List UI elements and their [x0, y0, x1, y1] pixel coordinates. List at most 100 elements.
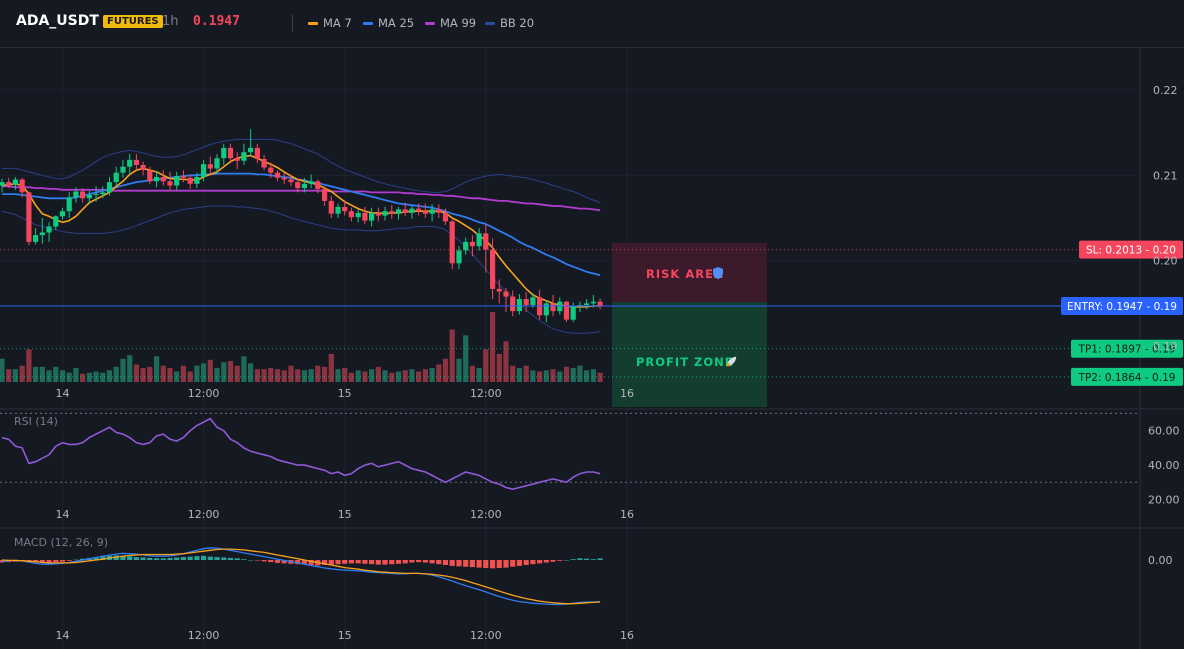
legend-ma7[interactable]: MA 7: [308, 16, 352, 30]
candle: [436, 204, 442, 218]
candle: [496, 279, 502, 304]
candle-body: [160, 177, 166, 182]
time-tick-label: 12:00: [188, 508, 220, 521]
candle-body: [187, 177, 193, 184]
tp-price-label: TP1: 0.1897 - 0.19: [1078, 344, 1176, 356]
candle-body: [207, 164, 213, 169]
volume-bar: [476, 368, 482, 382]
candle-body: [73, 191, 79, 198]
axes: 0.22 0.21 0.20 0.19 14 12:00 15 12:00 16 14 12:00 1…: [56, 84, 1178, 642]
candle: [6, 177, 12, 189]
volume-bar: [375, 366, 381, 382]
candle-body: [469, 241, 475, 247]
legend-ma25-label: MA 25: [378, 16, 415, 30]
volume-bar: [557, 371, 563, 382]
rsi-tick-label: 60.00: [1148, 425, 1180, 438]
candle: [160, 170, 166, 186]
trading-chart[interactable]: SL: 0.2013 - 0.20 ENTRY: 0.1947 - 0.19 TP1…: [0, 48, 1184, 649]
candle: [490, 238, 496, 300]
candle: [456, 246, 462, 270]
macd-histogram-bar: [463, 560, 469, 567]
candle: [274, 170, 281, 182]
time-tick-label: 14: [56, 387, 70, 400]
candle: [308, 174, 314, 189]
macd-histogram-bar: [597, 558, 603, 560]
candle: [214, 153, 220, 175]
candle: [106, 177, 113, 196]
volume-bar: [355, 370, 361, 382]
candle: [449, 219, 455, 270]
volume-bar: [19, 365, 25, 382]
candle-body: [530, 297, 536, 306]
candle: [180, 170, 186, 183]
rsi-tick-label: 40.00: [1148, 459, 1180, 472]
candle: [268, 162, 274, 178]
candle: [227, 143, 234, 164]
volume-bar: [194, 365, 200, 382]
macd-histogram-bar: [268, 560, 274, 563]
profit-zone-label: PROFIT ZONE: [636, 355, 734, 369]
macd-histogram-bar: [550, 560, 556, 562]
volume-bar: [0, 358, 5, 382]
sl-price-tag: [1079, 240, 1183, 259]
macd-histogram-bar: [362, 560, 368, 564]
candle-body: [147, 170, 153, 182]
volume-bar: [106, 370, 113, 382]
candle-body: [295, 182, 301, 189]
volume-bar: [268, 368, 274, 382]
legend-bb20[interactable]: BB 20: [485, 16, 534, 30]
candle-body: [335, 206, 341, 214]
volume-bar: [221, 362, 227, 382]
macd-histogram-bar: [342, 560, 348, 564]
macd-histogram-bar: [483, 560, 489, 568]
candle: [93, 186, 99, 202]
interval-label[interactable]: 1h: [162, 14, 179, 29]
candle-body: [348, 211, 354, 218]
candle: [19, 177, 25, 198]
macd-histogram-bar: [295, 560, 301, 565]
time-tick-label: 12:00: [470, 629, 502, 642]
legend-ma99[interactable]: MA 99: [425, 16, 476, 30]
volume-bar: [133, 364, 139, 382]
candlesticks: [0, 129, 603, 323]
legend-ma25-swatch: [363, 22, 373, 25]
candle: [80, 188, 86, 203]
volume-bar: [570, 368, 576, 382]
macd-histogram-bar: [73, 559, 79, 561]
candle: [510, 290, 516, 317]
last-price: 0.1947: [193, 14, 240, 29]
macd-histogram-bar: [227, 557, 234, 560]
candle-body: [288, 179, 294, 183]
macd-histogram-bar: [207, 556, 213, 560]
volume-bar: [416, 371, 422, 382]
macd-histogram-bar: [46, 560, 52, 563]
time-tick-label: 12:00: [188, 387, 220, 400]
macd-histogram-bar: [429, 560, 435, 564]
volume-bar: [180, 365, 186, 382]
volume-bar: [490, 312, 496, 382]
time-tick-label: 14: [56, 508, 70, 521]
volume-bar: [73, 368, 79, 382]
candle: [597, 298, 603, 310]
time-tick-label: 14: [56, 629, 70, 642]
symbol-title[interactable]: ADA_USDT: [16, 13, 99, 29]
volume-bar: [308, 369, 314, 382]
trade-levels: SL: 0.2013 - 0.20 ENTRY: 0.1947 - 0.19 TP1…: [0, 240, 1183, 386]
macd-histogram-bar: [100, 556, 106, 560]
macd-histogram-bar: [93, 557, 99, 560]
candle: [281, 172, 287, 184]
candle: [33, 228, 39, 245]
rsi-pane: 60.00 40.00 20.00: [0, 412, 1180, 507]
candle: [523, 292, 529, 312]
macd-histogram-bar: [180, 557, 186, 560]
candle-body: [86, 194, 92, 199]
legend-ma25[interactable]: MA 25: [363, 16, 414, 30]
candle-body: [328, 200, 334, 214]
candle: [187, 174, 193, 189]
macd-histogram-bar: [160, 558, 166, 560]
macd-histogram-bar: [261, 560, 267, 562]
volume-bar: [6, 369, 12, 382]
candle-body: [120, 166, 126, 173]
candle-body: [463, 241, 469, 251]
candle-body: [375, 212, 381, 216]
